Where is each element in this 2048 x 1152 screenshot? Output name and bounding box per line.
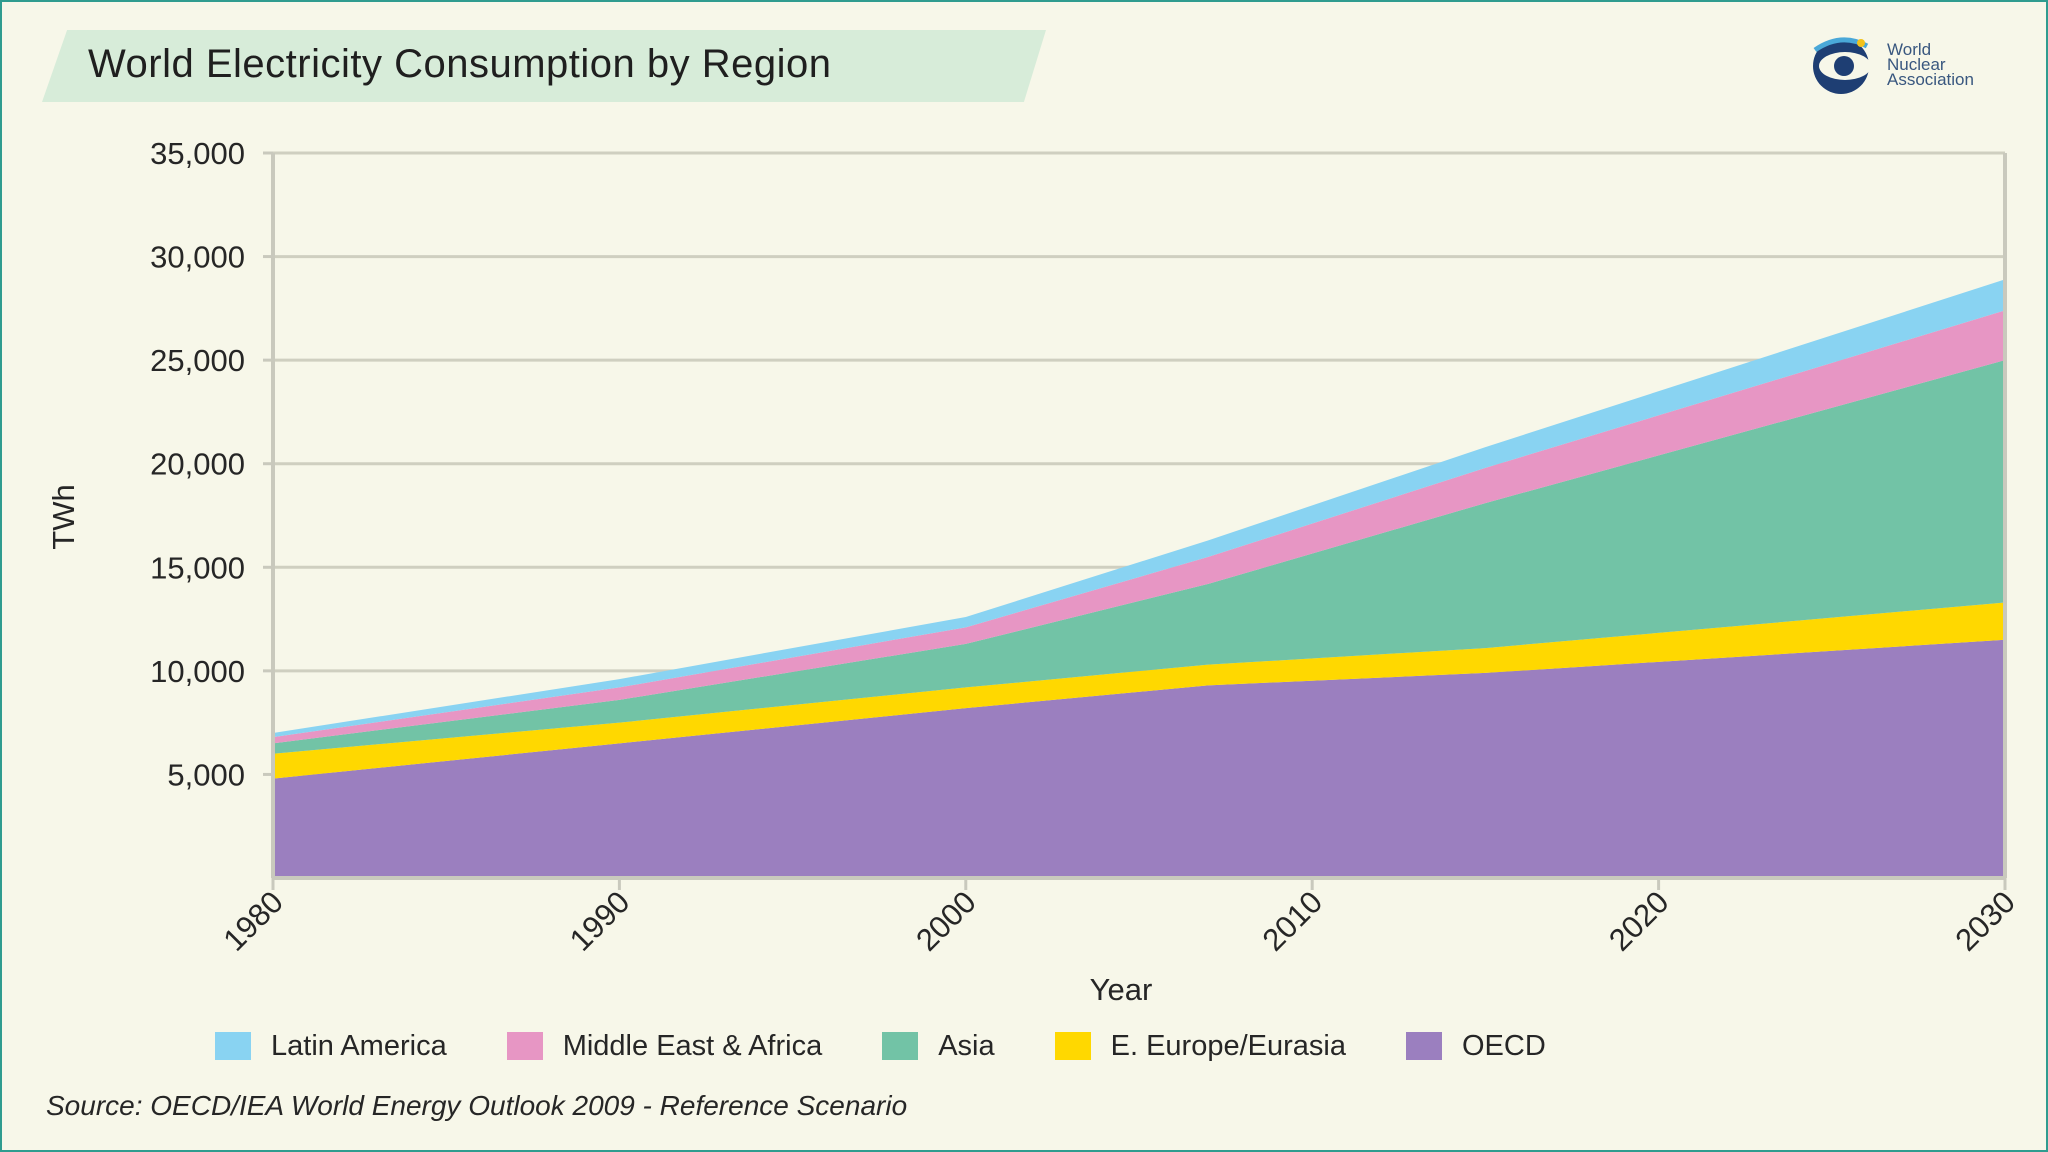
legend-label-2: Asia (938, 1029, 995, 1062)
logo-line-1: World (1887, 40, 1932, 59)
y-tick-label-4: 25,000 (150, 343, 245, 378)
legend-item-1: Middle East & Africa (506, 1029, 823, 1063)
area-series-1 (273, 602, 2005, 779)
legend-swatch-3 (1054, 1032, 1091, 1060)
area-series-2 (273, 360, 2005, 754)
legend-item-4: OECD (1405, 1029, 1546, 1063)
source-note: Source: OECD/IEA World Energy Outlook 20… (46, 1090, 908, 1121)
logo-text: World Nuclear Association (1887, 40, 1974, 89)
y-axis-title: TWh (46, 484, 81, 549)
legend-swatch-1 (506, 1032, 543, 1060)
legend-swatch-4 (1405, 1032, 1442, 1060)
legend-item-0: Latin America (215, 1030, 447, 1063)
area-series-0 (273, 639, 2005, 878)
x-tick-label-4: 2020 (1602, 884, 1676, 958)
x-tick-label-5: 2030 (1948, 884, 2022, 958)
x-tick-label-2: 2000 (909, 884, 983, 958)
y-tick-label-6: 35,000 (150, 136, 245, 171)
legend-swatch-2 (882, 1032, 919, 1060)
legend-label-1: Middle East & Africa (562, 1029, 823, 1062)
y-tick-label-5: 30,000 (150, 240, 245, 275)
wna-logo-icon (1813, 37, 1871, 94)
chart-legend: Latin America Middle East & Africa Asia E. … (215, 1026, 1606, 1066)
chart-title: World Electricity Consumption by Region (88, 42, 832, 86)
title-banner (42, 30, 1046, 102)
legend-item-2: Asia (882, 1029, 995, 1063)
logo-line-2: Nuclear (1887, 55, 1946, 74)
legend-label-3: E. Europe/Eurasia (1110, 1029, 1346, 1062)
logo-line-3: Association (1887, 70, 1974, 89)
x-tick-label-1: 1990 (563, 884, 637, 958)
legend-label-0: Latin America (271, 1029, 447, 1062)
y-tick-label-3: 20,000 (150, 447, 245, 482)
x-tick-label-3: 2010 (1256, 884, 1330, 958)
y-tick-label-0: 5,000 (167, 757, 245, 792)
x-axis-title: Year (1090, 972, 1153, 1007)
x-tick-label-0: 1980 (216, 884, 290, 958)
legend-item-3: E. Europe/Eurasia (1054, 1029, 1346, 1063)
y-tick-label-2: 15,000 (150, 550, 245, 585)
y-tick-label-1: 10,000 (150, 654, 245, 689)
legend-swatch-0 (215, 1032, 251, 1060)
legend-label-4: OECD (1461, 1029, 1546, 1062)
